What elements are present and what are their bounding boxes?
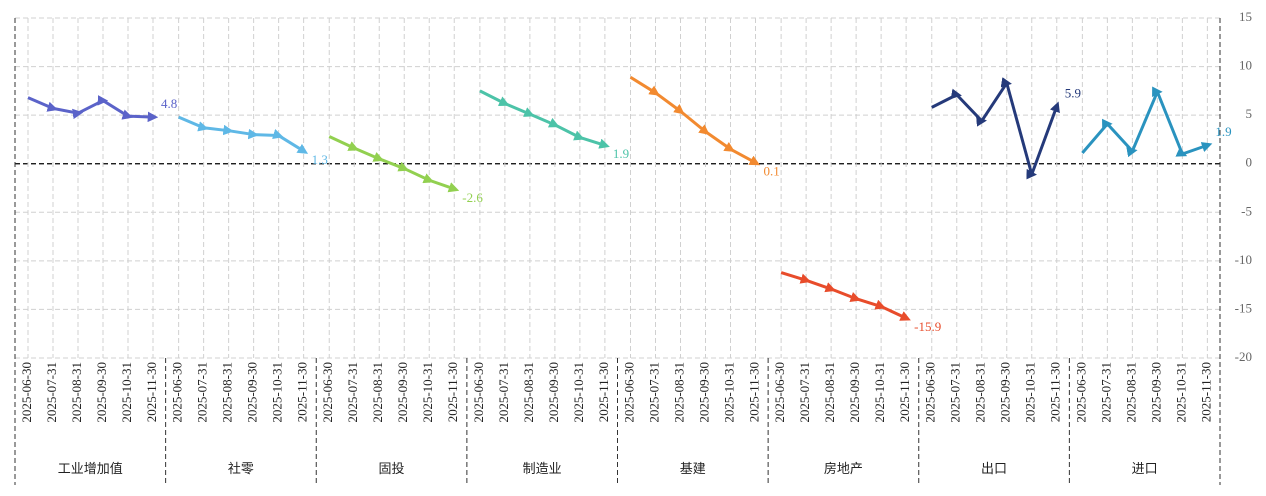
x-tick-label: 2025-11-30: [144, 362, 159, 422]
series-line: [629, 75, 761, 166]
x-tick-label: 2025-11-30: [445, 362, 460, 422]
x-tick-label: 2025-07-31: [797, 362, 812, 423]
x-tick-label: 2025-10-31: [571, 362, 586, 423]
y-tick-label: 10: [1239, 58, 1252, 73]
x-tick-label: 2025-11-30: [897, 362, 912, 422]
x-tick-label: 2025-07-31: [646, 362, 661, 423]
x-tick-label: 2025-06-30: [621, 362, 636, 423]
x-tick-label: 2025-06-30: [19, 362, 34, 423]
x-tick-label: 2025-07-31: [1098, 362, 1113, 423]
x-tick-label: 2025-06-30: [923, 362, 938, 423]
y-tick-label: 5: [1246, 106, 1253, 121]
series-line: [328, 135, 460, 193]
group-label: 基建: [680, 461, 706, 476]
value-label: 1.3: [312, 152, 328, 167]
x-tick-label: 2025-10-31: [1023, 362, 1038, 423]
x-tick-label: 2025-07-31: [195, 362, 210, 423]
y-tick-label: -10: [1235, 252, 1252, 267]
x-tick-label: 2025-08-31: [370, 362, 385, 423]
x-tick-label: 2025-06-30: [320, 362, 335, 423]
y-tick-label: 15: [1239, 9, 1252, 24]
x-tick-label: 2025-10-31: [1173, 362, 1188, 423]
x-tick-label: 2025-08-31: [822, 362, 837, 423]
x-tick-label: 2025-11-30: [1198, 362, 1213, 422]
x-tick-label: 2025-09-30: [94, 362, 109, 423]
series-line: [178, 115, 309, 154]
y-tick-label: -15: [1235, 300, 1252, 315]
series-line: [931, 77, 1060, 180]
x-tick-label: 2025-09-30: [1148, 362, 1163, 423]
x-tick-label: 2025-07-31: [948, 362, 963, 423]
series-line: [479, 89, 610, 149]
x-tick-label: 2025-10-31: [872, 362, 887, 423]
x-tick-label: 2025-07-31: [496, 362, 511, 423]
x-tick-label: 2025-07-31: [345, 362, 360, 423]
x-tick-label: 2025-07-31: [44, 362, 59, 423]
series-line: [27, 95, 159, 123]
group-label: 出口: [981, 461, 1007, 476]
group-label: 房地产: [824, 461, 863, 476]
x-tick-label: 2025-11-30: [1048, 362, 1063, 422]
x-tick-label: 2025-09-30: [245, 362, 260, 423]
value-label: 5.9: [1065, 85, 1081, 100]
y-tick-label: -20: [1235, 349, 1252, 364]
value-label: 0.1: [764, 164, 780, 179]
group-label: 制造业: [523, 461, 562, 476]
x-tick-label: 2025-10-31: [270, 362, 285, 423]
y-tick-label: 0: [1246, 155, 1253, 170]
x-tick-label: 2025-11-30: [596, 362, 611, 422]
x-tick-label: 2025-10-31: [420, 362, 435, 423]
value-label: 4.8: [161, 96, 177, 111]
value-label: 1.9: [613, 146, 629, 161]
x-tick-label: 2025-08-31: [69, 362, 84, 423]
group-label: 固投: [379, 461, 405, 476]
group-label: 社零: [228, 461, 254, 476]
x-tick-label: 2025-09-30: [395, 362, 410, 423]
x-tick-label: 2025-08-31: [671, 362, 686, 423]
value-label: -2.6: [462, 190, 483, 205]
series-line: [780, 271, 911, 321]
x-tick-label: 2025-09-30: [696, 362, 711, 423]
x-tick-label: 2025-10-31: [721, 362, 736, 423]
x-tick-label: 2025-06-30: [1073, 362, 1088, 423]
x-tick-label: 2025-09-30: [546, 362, 561, 423]
x-tick-label: 2025-06-30: [170, 362, 185, 423]
y-tick-label: -5: [1241, 203, 1252, 218]
x-tick-label: 2025-06-30: [471, 362, 486, 423]
x-tick-label: 2025-09-30: [847, 362, 862, 423]
x-tick-label: 2025-09-30: [998, 362, 1013, 423]
x-tick-label: 2025-11-30: [746, 362, 761, 422]
group-label: 工业增加值: [58, 461, 123, 476]
x-tick-label: 2025-06-30: [772, 362, 787, 423]
x-tick-label: 2025-08-31: [973, 362, 988, 423]
x-tick-label: 2025-10-31: [119, 362, 134, 423]
series-line: [1081, 86, 1213, 158]
value-label: -15.9: [914, 319, 941, 334]
x-tick-label: 2025-08-31: [220, 362, 235, 423]
x-tick-label: 2025-11-30: [295, 362, 310, 422]
value-label: 1.9: [1215, 124, 1231, 139]
x-tick-label: 2025-08-31: [521, 362, 536, 423]
group-label: 进口: [1132, 461, 1158, 476]
x-tick-label: 2025-08-31: [1123, 362, 1138, 423]
